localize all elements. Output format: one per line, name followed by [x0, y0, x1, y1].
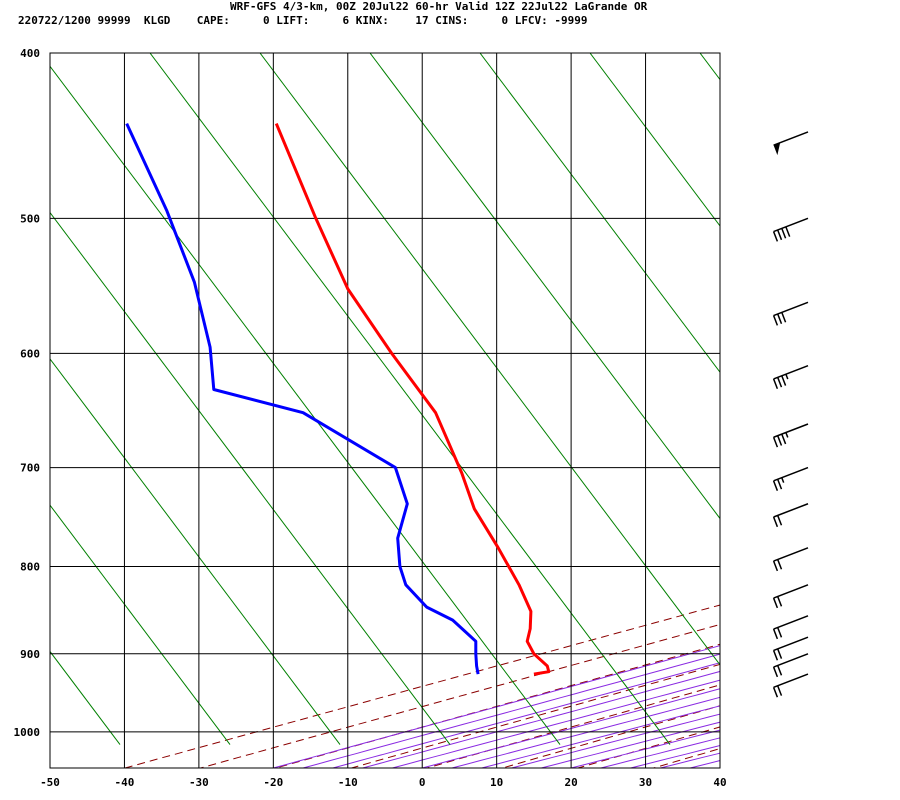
background-lines [0, 53, 900, 768]
wind-barb [772, 217, 809, 242]
wind-barb [772, 466, 809, 491]
moist-adiabat-line [719, 767, 720, 768]
wind-barb [773, 131, 809, 156]
y-tick-label: 700 [20, 462, 40, 475]
wind-barb [772, 423, 809, 448]
dry-adiabat-line [124, 604, 720, 768]
sounding-indices-line: 220722/1200 99999 KLGD CAPE: 0 LIFT: 6 K… [18, 14, 588, 27]
mixing-ratio-line [50, 65, 561, 745]
moist-adiabat-line [362, 670, 720, 768]
moist-adiabat-line [451, 696, 720, 768]
x-tick-label: -10 [338, 776, 358, 789]
dry-adiabat-line [804, 53, 900, 768]
mixing-ratio-line [479, 53, 720, 374]
moist-adiabat-line [511, 713, 720, 768]
wind-barb [772, 653, 809, 678]
x-tick-label: -50 [40, 776, 60, 789]
mixing-ratio-line [810, 53, 900, 745]
moist-adiabat-line [332, 662, 720, 768]
mixing-ratio-line [50, 504, 231, 745]
y-tick-label: 400 [20, 47, 40, 60]
mixing-ratio-line [0, 53, 10, 745]
wind-barb [772, 636, 809, 661]
x-tick-label: 40 [713, 776, 726, 789]
dry-adiabat-line [426, 684, 720, 768]
plot-frame [49, 52, 721, 769]
x-tick-label: 20 [564, 776, 577, 789]
mixing-ratio-line [589, 53, 720, 227]
y-tick-label: 500 [20, 212, 40, 225]
wind-barb [772, 584, 809, 609]
grid [49, 52, 721, 769]
mixing-ratio-line [50, 211, 451, 745]
chart-title: WRF-GFS 4/3-km, 00Z 20Jul22 60-hr Valid … [230, 0, 648, 13]
temperature-trace [274, 123, 551, 676]
x-tick-label: -20 [263, 776, 283, 789]
mixing-ratio-line [50, 650, 121, 745]
wind-barb [772, 364, 809, 389]
mixing-ratio-line [149, 53, 671, 745]
moist-adiabat-line [690, 760, 720, 768]
moist-adiabat-line [570, 729, 720, 768]
dry-adiabat-line [653, 748, 720, 768]
moist-adiabat-line [481, 705, 720, 768]
mixing-ratio-line [50, 358, 341, 745]
moist-adiabat-line [541, 721, 720, 768]
dry-adiabat-line [577, 726, 720, 768]
moist-adiabat-line [302, 653, 720, 768]
mixing-ratio-line [369, 53, 720, 520]
moist-adiabat-line [273, 645, 720, 768]
x-tick-label: 30 [639, 776, 652, 789]
wind-barb [772, 615, 809, 640]
x-tick-label: -40 [115, 776, 135, 789]
wind-barb [772, 547, 809, 572]
dewpoint-trace [125, 122, 480, 675]
wind-barb [772, 503, 809, 528]
x-tick-label: -30 [189, 776, 209, 789]
y-tick-label: 900 [20, 648, 40, 661]
moist-adiabat-line [392, 679, 720, 768]
x-tick-label: 10 [490, 776, 503, 789]
wind-barb [772, 673, 809, 698]
x-tick-label: 0 [419, 776, 426, 789]
y-tick-label: 600 [20, 347, 40, 360]
dry-adiabat-line [502, 705, 720, 768]
dry-adiabat-line [880, 53, 900, 768]
dry-adiabat-line [729, 53, 900, 768]
wind-barb [772, 301, 809, 326]
y-tick-label: 800 [20, 561, 40, 574]
mixing-ratio-line [259, 53, 720, 666]
y-tick-label: 1000 [14, 726, 41, 739]
dry-adiabat-line [200, 623, 720, 768]
